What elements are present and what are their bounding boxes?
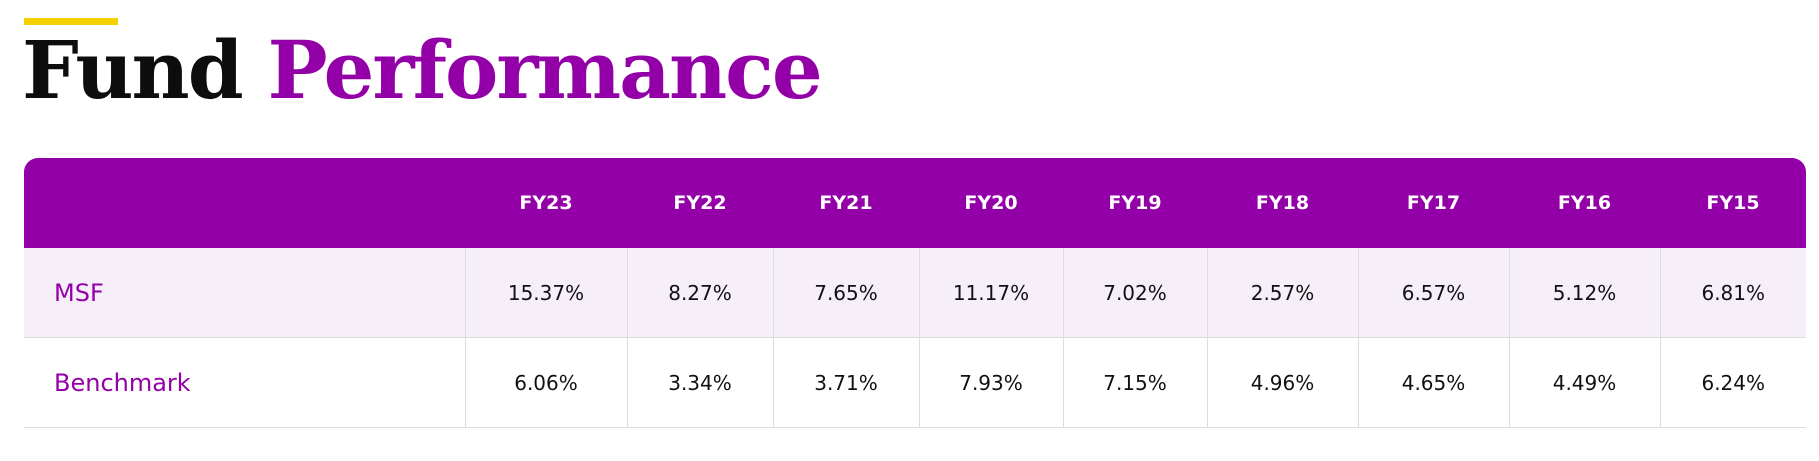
title-accent-bar [24, 18, 118, 25]
table-cell: 7.93% [918, 337, 1063, 428]
table-cell: 4.96% [1206, 337, 1358, 428]
column-header: FY20 [919, 158, 1063, 248]
column-header: FY23 [465, 158, 627, 248]
table-cell: 4.49% [1508, 337, 1660, 428]
column-header: FY17 [1358, 158, 1509, 248]
column-header: FY15 [1660, 158, 1806, 248]
table-cell: 5.12% [1508, 248, 1660, 338]
page-title: Fund Performance [22, 23, 823, 117]
table-cell: 3.71% [772, 337, 919, 428]
table-cell: 7.02% [1062, 248, 1207, 338]
row-label: MSF [24, 248, 465, 338]
table-cell: 6.57% [1357, 248, 1509, 338]
table-cell: 7.15% [1062, 337, 1207, 428]
table-cell: 6.24% [1659, 337, 1806, 428]
column-header: FY16 [1509, 158, 1660, 248]
table-cell: 8.27% [626, 248, 773, 338]
table-row: MSF 15.37% 8.27% 7.65% 11.17% 7.02% 2.57… [24, 248, 1806, 338]
row-label: Benchmark [24, 337, 465, 428]
fund-performance-table: FY23 FY22 FY21 FY20 FY19 FY18 FY17 FY16 … [24, 158, 1806, 428]
table-cell: 7.65% [772, 248, 919, 338]
table-cell: 6.81% [1659, 248, 1806, 338]
table-cell: 15.37% [464, 248, 627, 338]
column-header: FY22 [627, 158, 773, 248]
table-cell: 3.34% [626, 337, 773, 428]
page-title-word-2: Performance [267, 23, 823, 117]
table-cell: 11.17% [918, 248, 1063, 338]
table-cell: 2.57% [1206, 248, 1358, 338]
table-cell: 6.06% [464, 337, 627, 428]
column-header: FY18 [1207, 158, 1358, 248]
column-header: FY21 [773, 158, 919, 248]
column-header: FY19 [1063, 158, 1207, 248]
table-cell: 4.65% [1357, 337, 1509, 428]
header-empty-cell [24, 158, 465, 248]
table-row: Benchmark 6.06% 3.34% 3.71% 7.93% 7.15% … [24, 337, 1806, 428]
page-title-word-1: Fund [22, 23, 244, 117]
table-header-row: FY23 FY22 FY21 FY20 FY19 FY18 FY17 FY16 … [24, 158, 1806, 248]
